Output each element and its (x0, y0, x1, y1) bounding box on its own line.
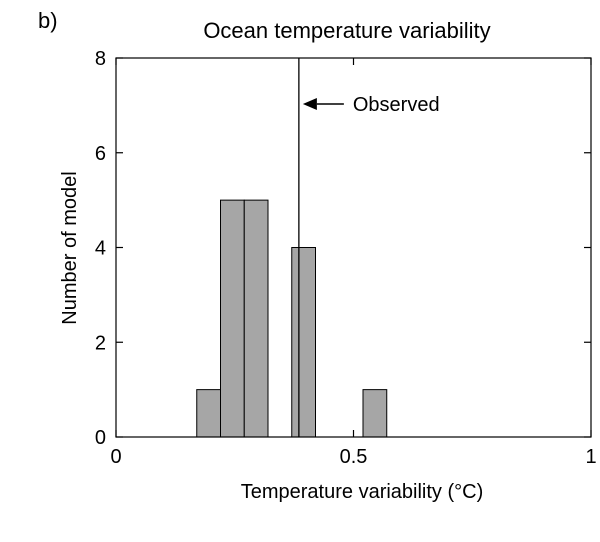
y-tick-label: 0 (95, 427, 106, 449)
y-tick-label: 6 (95, 143, 106, 165)
y-axis-label: Number of model (59, 171, 81, 324)
ticks-layer: 0 0.5 1 0 2 4 6 8 (95, 48, 597, 468)
x-tick-label: 0.5 (340, 446, 368, 468)
x-tick-label: 1 (585, 446, 596, 468)
histogram-bar-5 (362, 389, 388, 438)
panel-label: b) (38, 8, 58, 33)
bars-layer (196, 199, 388, 438)
histogram-bar-2 (220, 199, 245, 438)
x-tick-label: 0 (110, 446, 121, 468)
observed-arrow-icon (302, 98, 317, 110)
histogram-bar-4 (291, 247, 316, 438)
observed-label: Observed (353, 94, 440, 116)
x-axis-label: Temperature variability (°C) (241, 481, 484, 503)
histogram-bar-3 (243, 199, 269, 438)
y-tick-label: 4 (95, 238, 106, 260)
y-tick-label: 8 (95, 48, 106, 70)
chart-title: Ocean temperature variability (203, 18, 490, 43)
observed-annotation: Observed (302, 94, 440, 116)
y-tick-label: 2 (95, 332, 106, 354)
histogram-bar-1 (196, 389, 221, 438)
